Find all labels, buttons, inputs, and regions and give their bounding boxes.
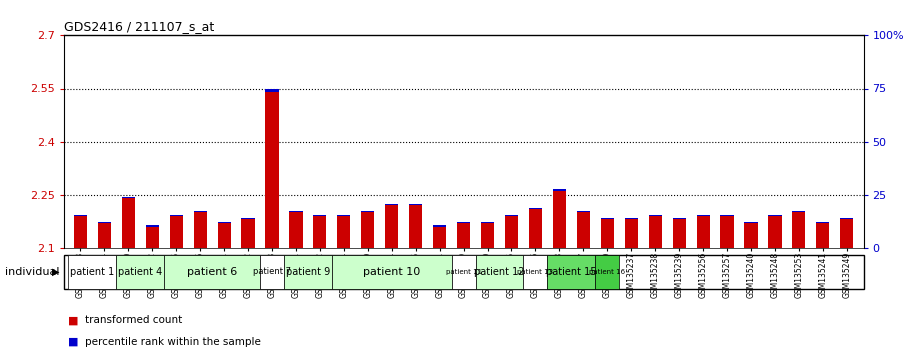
Bar: [284, 255, 332, 289]
Bar: [361, 211, 375, 212]
Bar: [529, 208, 542, 209]
Text: ■: ■: [68, 337, 79, 347]
Bar: [475, 255, 524, 289]
Bar: [768, 215, 782, 216]
Bar: [721, 215, 734, 216]
Bar: [840, 218, 854, 219]
Bar: [332, 255, 452, 289]
Bar: [553, 191, 566, 248]
Bar: [170, 216, 183, 248]
Bar: [649, 215, 662, 216]
Bar: [116, 255, 165, 289]
Bar: [744, 223, 757, 248]
Bar: [122, 198, 135, 248]
Bar: [265, 89, 278, 92]
Bar: [145, 227, 159, 248]
Bar: [595, 255, 619, 289]
Bar: [361, 212, 375, 248]
Bar: [409, 204, 423, 205]
Bar: [601, 219, 614, 248]
Bar: [74, 216, 87, 248]
Text: GDS2416 / 211107_s_at: GDS2416 / 211107_s_at: [64, 20, 214, 33]
Bar: [289, 211, 303, 212]
Bar: [433, 227, 446, 248]
Text: patient 11: patient 11: [445, 269, 482, 275]
Bar: [696, 216, 710, 248]
Text: patient 16: patient 16: [589, 269, 625, 275]
Bar: [314, 215, 326, 216]
Bar: [165, 255, 260, 289]
Text: patient 4: patient 4: [118, 267, 163, 277]
Text: patient 1: patient 1: [70, 267, 115, 277]
Text: patient 12: patient 12: [474, 267, 524, 277]
Bar: [457, 222, 470, 223]
Bar: [452, 255, 475, 289]
Bar: [481, 223, 494, 248]
Bar: [576, 212, 590, 248]
Bar: [170, 215, 183, 216]
Text: patient 13: patient 13: [517, 269, 554, 275]
Bar: [337, 215, 351, 216]
Bar: [481, 222, 494, 223]
Bar: [68, 255, 116, 289]
Bar: [504, 215, 518, 216]
Bar: [696, 215, 710, 216]
Text: patient 7: patient 7: [253, 267, 291, 276]
Bar: [385, 204, 398, 205]
Text: patient 6: patient 6: [187, 267, 237, 277]
Bar: [74, 215, 87, 216]
Bar: [547, 255, 595, 289]
Bar: [385, 205, 398, 248]
Bar: [840, 219, 854, 248]
Bar: [409, 205, 423, 248]
Bar: [624, 219, 638, 248]
Bar: [217, 222, 231, 223]
Bar: [529, 209, 542, 248]
Bar: [98, 222, 111, 223]
Text: patient 15: patient 15: [546, 267, 596, 277]
Bar: [601, 218, 614, 219]
Bar: [744, 222, 757, 223]
Bar: [433, 225, 446, 227]
Bar: [314, 216, 326, 248]
Bar: [576, 211, 590, 212]
Bar: [457, 223, 470, 248]
Bar: [624, 218, 638, 219]
Text: transformed count: transformed count: [85, 315, 182, 325]
Bar: [768, 216, 782, 248]
Bar: [673, 219, 685, 248]
Bar: [337, 216, 351, 248]
Bar: [265, 92, 278, 248]
Bar: [289, 212, 303, 248]
Bar: [673, 218, 685, 219]
Bar: [816, 222, 829, 223]
Bar: [721, 216, 734, 248]
Bar: [793, 211, 805, 212]
Text: ■: ■: [68, 315, 79, 325]
Bar: [260, 255, 284, 289]
Bar: [217, 223, 231, 248]
Text: patient 10: patient 10: [363, 267, 420, 277]
Bar: [122, 197, 135, 198]
Bar: [816, 223, 829, 248]
Bar: [242, 218, 255, 219]
Bar: [98, 223, 111, 248]
Bar: [194, 212, 206, 248]
Text: ▶: ▶: [52, 267, 59, 277]
Bar: [553, 189, 566, 191]
Bar: [194, 211, 206, 212]
Text: percentile rank within the sample: percentile rank within the sample: [85, 337, 260, 347]
Bar: [504, 216, 518, 248]
Bar: [145, 225, 159, 227]
Bar: [793, 212, 805, 248]
Bar: [242, 219, 255, 248]
Text: patient 9: patient 9: [285, 267, 330, 277]
Bar: [649, 216, 662, 248]
Text: individual: individual: [5, 267, 59, 277]
Bar: [524, 255, 547, 289]
